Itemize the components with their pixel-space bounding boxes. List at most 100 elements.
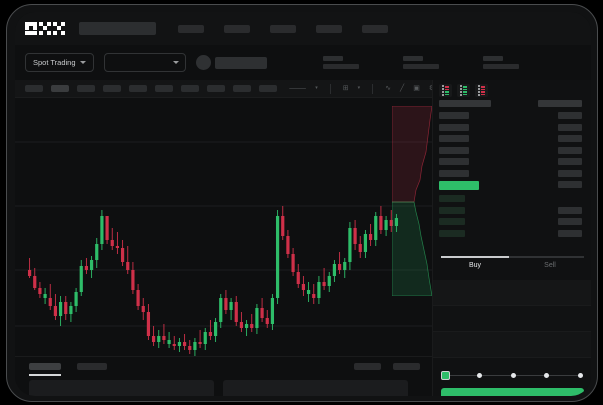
trade-form-field-2[interactable] [433,332,591,358]
mode-bar [480,93,485,95]
candle-body-59 [332,264,337,276]
template-icon[interactable]: ⊞ [342,85,349,92]
slider-tick-3[interactable] [544,372,550,378]
candle-body-56 [317,282,321,298]
trade-form-field-1[interactable] [433,306,591,332]
okx-logo-glyph [39,22,52,35]
okx-logo-pixel [53,22,57,27]
tab-sell[interactable]: Sell [544,262,556,269]
chart-timeframe-chip-1[interactable] [51,85,69,92]
bottom-card-1[interactable] [223,380,408,396]
slider-tick-1[interactable] [476,372,482,378]
candle-body-13 [95,244,99,260]
candle-body-0 [27,270,32,276]
okx-logo-pixel [57,26,62,31]
mode-bar [462,86,467,88]
indicator-icon[interactable]: ⸻ [289,85,307,92]
slider-tick-4[interactable] [578,372,583,378]
bottom-actions-group [354,363,420,370]
okx-logo-pixel [43,26,48,31]
settings-icon[interactable]: ⚙ [429,85,435,92]
bottom-tab-1[interactable] [77,363,107,370]
chart-timeframe-chips [25,85,277,92]
nav-item-1[interactable] [224,24,250,33]
candle-body-67 [374,216,378,240]
orderbook-bid-row-3[interactable] [439,229,465,237]
mode-bar [444,91,449,93]
market-type-label: Spot Trading [33,58,76,67]
nav-search-input[interactable] [79,22,156,35]
mode-dot [460,94,462,96]
trade-form-field-0[interactable] [433,280,591,306]
orderbook-last-price-row[interactable] [439,181,479,190]
candle-body-45 [260,308,264,318]
bottom-card-0[interactable] [29,380,214,396]
mode-bar [480,88,485,90]
candle-body-3 [43,294,47,298]
candle-body-29 [177,342,182,346]
okx-logo-pixel [39,22,43,27]
orderbook-right-value-3 [558,146,582,154]
trade-side-tabs: Buy Sell [433,256,591,278]
line-tool-icon[interactable]: ∿ [385,85,391,92]
trading-pair-dropdown[interactable] [103,53,186,72]
candle-body-60 [337,264,342,270]
orderbook-bid-row-2[interactable] [439,218,465,225]
orderbook-rows[interactable] [433,100,591,252]
orderbook-ask-row-0[interactable] [439,112,469,119]
candle-body-1 [33,276,37,288]
tab-buy[interactable]: Buy [468,262,482,269]
ticker-stat-value [402,64,439,69]
orderbook-ask-row-3[interactable] [439,146,469,154]
bottom-action-1[interactable] [393,363,420,370]
nav-item-4[interactable] [362,24,388,33]
orderbook-ask-row-1[interactable] [439,123,469,131]
nav-item-2[interactable] [270,24,296,33]
candle-body-65 [363,234,368,252]
chart-timeframe-chip-2[interactable] [77,85,95,92]
orderbook-ask-row-4[interactable] [439,158,469,165]
orderbook-bid-row-1[interactable] [439,206,465,214]
nav-item-3[interactable] [316,24,342,33]
submit-buy-button[interactable] [441,388,584,396]
price-chart[interactable] [15,98,432,356]
candle-body-47 [270,298,275,324]
pencil-icon[interactable]: ╱ [400,85,405,92]
candle-body-6 [58,302,63,316]
mode-bar [444,93,449,95]
bottom-tab-0[interactable] [29,363,61,370]
chart-timeframe-chip-3[interactable] [103,85,121,92]
chart-timeframe-chip-4[interactable] [129,85,147,92]
okx-logo-pixel [25,26,29,31]
camera-icon[interactable]: ▣ [413,85,420,92]
chart-timeframe-chip-0[interactable] [25,85,43,92]
chart-timeframe-chip-5[interactable] [155,85,173,92]
orderbook-bid-row-0[interactable] [439,195,465,202]
candle-body-39 [229,302,233,310]
orderbook-ask-row-2[interactable] [439,135,469,142]
bottom-action-0[interactable] [354,363,381,370]
market-type-dropdown[interactable]: Spot Trading [25,53,94,72]
nav-item-0[interactable] [178,24,204,33]
candle-body-69 [384,220,388,230]
chart-timeframe-chip-9[interactable] [259,85,277,92]
chevron-down-icon[interactable]: ▾ [315,85,318,91]
chart-timeframe-chip-7[interactable] [207,85,225,92]
candlestick-chart-svg [15,141,432,356]
candle-body-10 [79,266,83,292]
candle-body-54 [306,290,311,294]
mode-asks-icon[interactable] [475,84,488,97]
mode-bids-icon[interactable] [457,84,470,97]
chart-timeframe-chip-6[interactable] [181,85,199,92]
okx-logo[interactable] [25,22,67,35]
slider-handle[interactable] [441,371,450,380]
orderbook-ask-row-5[interactable] [439,169,469,177]
mode-bar [480,91,485,93]
mode-both-icon[interactable] [439,84,452,97]
slider-tick-2[interactable] [510,372,516,378]
amount-percent-slider[interactable] [441,370,584,380]
depth-ask-area [392,106,432,203]
chart-timeframe-chip-8[interactable] [233,85,251,92]
chevron-down-icon[interactable]: ▾ [357,85,361,91]
candle-body-68 [379,216,383,230]
